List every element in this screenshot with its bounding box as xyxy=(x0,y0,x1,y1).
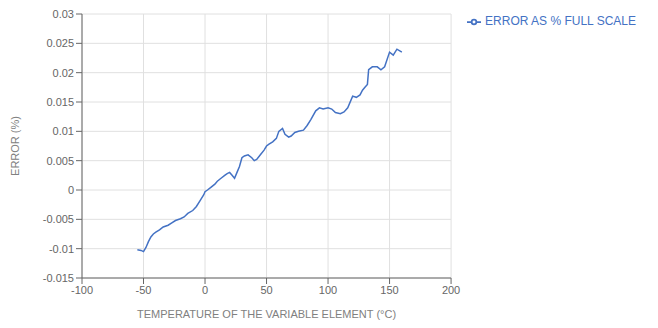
svg-text:ERROR (%): ERROR (%) xyxy=(9,116,21,176)
svg-text:-0.015: -0.015 xyxy=(43,272,74,284)
svg-text:50: 50 xyxy=(260,284,272,296)
svg-text:0.005: 0.005 xyxy=(46,155,74,167)
svg-text:0: 0 xyxy=(68,184,74,196)
html-text:ERROR AS % FULL SCALE: ERROR AS % FULL SCALE xyxy=(485,14,636,28)
svg-text:0: 0 xyxy=(202,284,208,296)
svg-text:150: 150 xyxy=(380,284,398,296)
svg-text:200: 200 xyxy=(442,284,460,296)
svg-text:0.02: 0.02 xyxy=(53,67,74,79)
svg-text:0.03: 0.03 xyxy=(53,8,74,20)
svg-text:0.025: 0.025 xyxy=(46,37,74,49)
svg-text:TEMPERATURE OF THE VARIABLE EL: TEMPERATURE OF THE VARIABLE ELEMENT (°C) xyxy=(137,308,396,320)
svg-text:100: 100 xyxy=(319,284,337,296)
svg-text:0.01: 0.01 xyxy=(53,125,74,137)
svg-text:-0.005: -0.005 xyxy=(43,213,74,225)
svg-text:0.015: 0.015 xyxy=(46,96,74,108)
svg-text:-100: -100 xyxy=(71,284,93,296)
svg-text:-50: -50 xyxy=(136,284,152,296)
svg-text:-0.01: -0.01 xyxy=(49,243,74,255)
